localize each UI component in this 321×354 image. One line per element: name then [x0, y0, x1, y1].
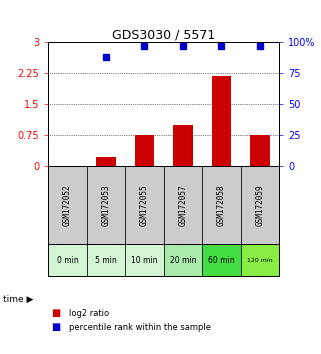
Bar — [48, 166, 87, 244]
Text: 10 min: 10 min — [131, 256, 158, 265]
Text: percentile rank within the sample: percentile rank within the sample — [69, 323, 211, 332]
Bar — [164, 166, 202, 244]
Title: GDS3030 / 5571: GDS3030 / 5571 — [112, 28, 215, 41]
Bar — [48, 244, 87, 276]
Text: GSM172057: GSM172057 — [178, 184, 187, 226]
Text: ■: ■ — [51, 308, 61, 318]
Text: 60 min: 60 min — [208, 256, 235, 265]
Text: GSM172053: GSM172053 — [101, 184, 110, 226]
Text: time ▶: time ▶ — [3, 295, 34, 304]
Text: 120 min: 120 min — [247, 258, 273, 263]
Bar — [125, 244, 164, 276]
Text: GSM172052: GSM172052 — [63, 184, 72, 226]
Bar — [250, 135, 270, 166]
Bar — [87, 244, 125, 276]
Bar — [164, 244, 202, 276]
Text: 5 min: 5 min — [95, 256, 117, 265]
Bar — [135, 135, 154, 166]
Text: GSM172058: GSM172058 — [217, 184, 226, 226]
Bar — [173, 125, 193, 166]
Bar — [125, 166, 164, 244]
Bar — [202, 244, 241, 276]
Bar — [96, 157, 116, 166]
Text: ■: ■ — [51, 322, 61, 332]
Bar — [202, 166, 241, 244]
Text: GSM172059: GSM172059 — [256, 184, 265, 226]
Text: GSM172055: GSM172055 — [140, 184, 149, 226]
Bar — [212, 75, 231, 166]
Text: 0 min: 0 min — [56, 256, 78, 265]
Bar — [241, 244, 279, 276]
Text: 20 min: 20 min — [170, 256, 196, 265]
Bar — [241, 166, 279, 244]
Text: log2 ratio: log2 ratio — [69, 309, 109, 318]
Bar — [87, 166, 125, 244]
